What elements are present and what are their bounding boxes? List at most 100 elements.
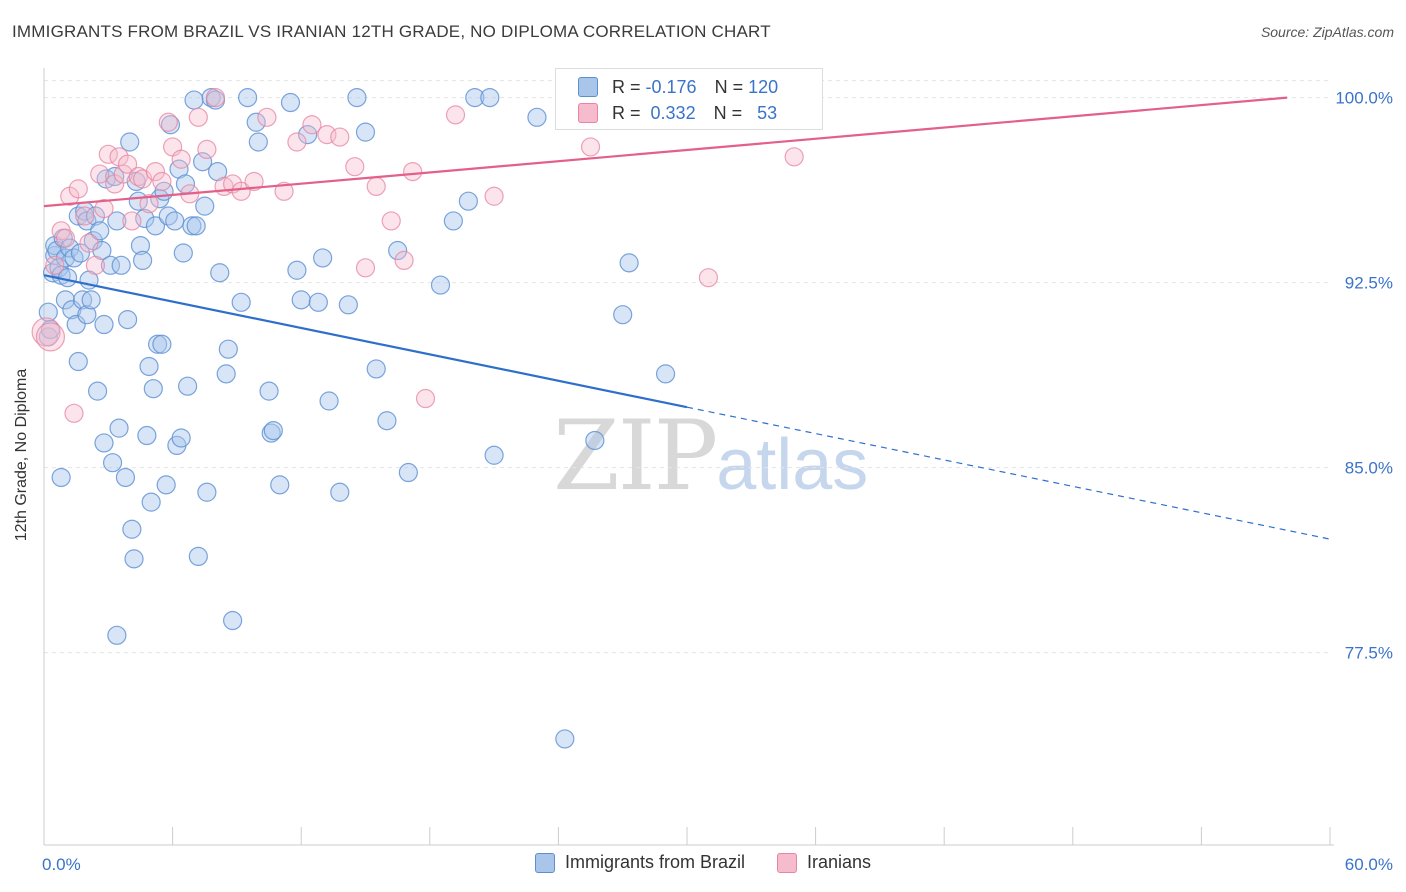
data-point-iranians (55, 228, 76, 248)
trend-line-brazil (43, 274, 688, 409)
source-label: Source: ZipAtlas.com (1260, 24, 1394, 40)
n-label: N = (713, 102, 743, 123)
data-point-brazil (120, 132, 140, 152)
stats-legend: R = -0.176 N = 120 R = 0.332 N = 53 (555, 68, 823, 130)
data-point-brazil (458, 191, 478, 211)
data-point-brazil (51, 467, 71, 488)
data-point-iranians (231, 181, 251, 201)
data-point-brazil (388, 240, 408, 261)
data-point-iranians (79, 233, 99, 253)
data-point-brazil (156, 475, 176, 495)
data-point-iranians (152, 171, 172, 192)
data-point-brazil (132, 250, 153, 270)
data-point-brazil (263, 421, 283, 441)
data-point-brazil (143, 379, 163, 399)
r-value: -0.176 (645, 76, 697, 97)
data-point-iranians (345, 157, 365, 177)
data-point-brazil (261, 423, 281, 443)
data-point-brazil (231, 292, 251, 312)
data-point-brazil (223, 610, 243, 631)
data-point-iranians (31, 317, 61, 347)
r-label: R = (612, 76, 641, 97)
series-immigrants-from-brazil (38, 87, 676, 749)
data-point-iranians (45, 255, 65, 275)
legend-label: Immigrants from Brazil (564, 852, 745, 872)
data-point-brazil (145, 216, 166, 236)
data-point-brazil (107, 625, 127, 645)
data-point-brazil (280, 92, 301, 113)
data-point-brazil (216, 364, 236, 384)
data-point-brazil (319, 391, 339, 411)
data-point-iranians (355, 258, 376, 278)
r-label: R = (612, 102, 641, 123)
data-point-brazil (527, 107, 547, 127)
data-point-brazil (178, 376, 198, 396)
n-label: N = (714, 76, 744, 97)
data-point-iranians (580, 137, 601, 157)
data-point-brazil (160, 115, 181, 135)
data-point-iranians (197, 139, 217, 159)
watermark: ZIPatlas (553, 400, 868, 512)
legend-item-iranians[interactable]: Iranians (776, 852, 871, 873)
iranians-swatch (776, 852, 797, 873)
x-tick-label: 60.0% (1345, 855, 1393, 874)
data-point-brazil (100, 255, 121, 275)
data-point-brazil (130, 236, 151, 256)
data-point-brazil (347, 87, 367, 108)
data-point-brazil (291, 290, 311, 310)
trend-line-brazil-extension (686, 406, 1331, 540)
data-point-brazil (555, 729, 575, 749)
data-point-brazil (158, 206, 178, 226)
data-point-iranians (90, 164, 110, 184)
grid-lines (44, 80, 1330, 654)
data-point-brazil (308, 292, 328, 312)
data-point-iranians (784, 147, 804, 167)
data-point-brazil (480, 87, 500, 108)
brazil-swatch (534, 852, 555, 873)
data-point-brazil (115, 467, 136, 488)
y-tick-label: 92.5% (1345, 274, 1393, 293)
data-point-iranians (244, 171, 264, 192)
data-point-iranians (394, 250, 414, 270)
data-point-brazil (139, 356, 159, 377)
data-point-iranians (698, 268, 719, 288)
data-point-iranians (302, 115, 322, 135)
stats-row-brazil: R = -0.176 N = 120 (578, 76, 778, 98)
data-point-brazil (186, 216, 206, 236)
data-point-brazil (210, 263, 230, 283)
data-point-iranians (75, 206, 95, 226)
data-point-brazil (64, 248, 84, 268)
data-point-brazil (147, 334, 168, 354)
data-point-brazil (465, 87, 485, 108)
trend-lines (43, 96, 1331, 540)
data-point-brazil (443, 211, 463, 231)
data-point-brazil (77, 305, 97, 325)
data-point-brazil (585, 430, 605, 451)
data-point-brazil (619, 253, 639, 273)
data-point-iranians (68, 179, 88, 199)
iranians-swatch (578, 103, 598, 123)
data-point-brazil (218, 339, 238, 359)
data-point-brazil (330, 482, 350, 502)
data-point-brazil (122, 519, 142, 539)
data-point-brazil (355, 122, 376, 142)
data-point-brazil (188, 546, 208, 567)
data-point-brazil (173, 243, 193, 263)
data-point-brazil (171, 428, 191, 448)
data-point-brazil (398, 462, 418, 483)
series-iranians (31, 87, 804, 423)
data-point-brazil (60, 238, 80, 258)
data-point-brazil (193, 152, 213, 172)
data-point-iranians (171, 149, 191, 169)
data-point-brazil (377, 411, 397, 431)
axes (43, 68, 1334, 846)
data-point-iranians (145, 162, 166, 182)
chart-title: IMMIGRANTS FROM BRAZIL VS IRANIAN 12TH G… (12, 22, 771, 41)
data-point-brazil (338, 295, 358, 315)
data-point-brazil (287, 260, 307, 280)
data-point-brazil (66, 314, 86, 335)
data-point-iranians (330, 127, 350, 147)
data-point-iranians (113, 164, 133, 184)
legend-item-brazil[interactable]: Immigrants from Brazil (534, 852, 745, 873)
data-point-brazil (195, 196, 215, 216)
